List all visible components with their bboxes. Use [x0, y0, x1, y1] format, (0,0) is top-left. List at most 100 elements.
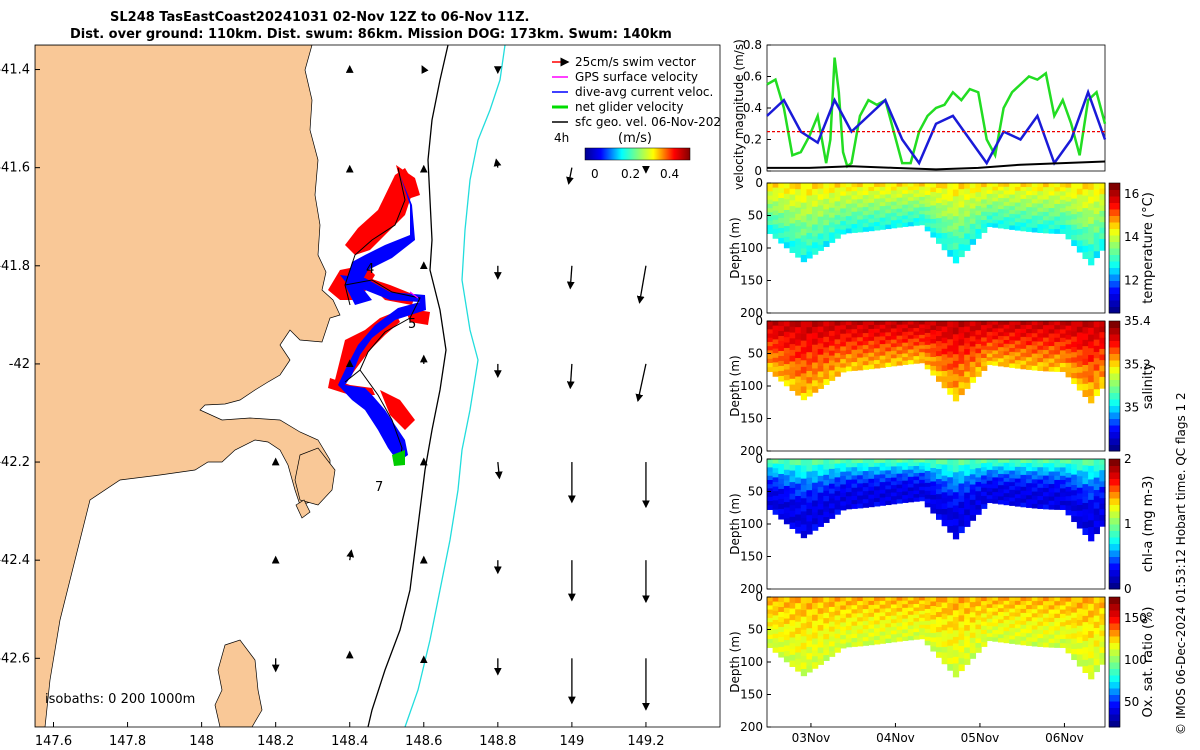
- section-cell: [1099, 321, 1106, 328]
- section-cell: [828, 360, 836, 367]
- section-cell: [896, 466, 903, 471]
- section-cell: [947, 243, 954, 251]
- section-cell: [902, 219, 909, 224]
- section-cell: [936, 223, 943, 229]
- section-cell: [1082, 653, 1089, 661]
- section-cell: [767, 229, 774, 234]
- section-cell: [1065, 610, 1072, 617]
- section-cell: [986, 459, 993, 464]
- section-cell: [992, 212, 999, 217]
- section-cell: [1093, 603, 1100, 611]
- section-cell: [800, 662, 808, 670]
- section-cell: [1020, 632, 1027, 638]
- section-cell: [907, 611, 915, 616]
- section-cell: [1048, 187, 1055, 192]
- section-cell: [806, 232, 813, 240]
- section-cell: [919, 486, 926, 491]
- section-cell: [789, 597, 796, 604]
- section-cell: [997, 332, 1005, 337]
- section-cell: [997, 224, 1005, 229]
- colorbar-unit: (m/s): [618, 131, 652, 146]
- section-ytick-label: 150: [740, 274, 763, 288]
- section-cell: [840, 467, 847, 473]
- section-cell: [913, 186, 920, 191]
- section-cell: [868, 640, 875, 646]
- section-cell: [783, 215, 791, 222]
- section-cell: [890, 332, 898, 337]
- section-cell: [767, 601, 774, 606]
- section-cell: [806, 389, 813, 397]
- section-cell: [800, 248, 808, 256]
- section-cell: [845, 329, 853, 335]
- colorbar-cell: [1109, 399, 1120, 406]
- section-cell: [1009, 501, 1016, 506]
- section-cell: [1076, 476, 1084, 483]
- section-cell: [981, 353, 988, 359]
- section-cell: [1059, 321, 1067, 326]
- section-cell: [800, 255, 808, 263]
- section-cell: [902, 201, 909, 206]
- section-cell: [1071, 219, 1078, 226]
- section-cell: [902, 462, 909, 467]
- section-cell: [964, 520, 971, 527]
- section-cell: [1026, 459, 1033, 464]
- section-cell: [1076, 660, 1084, 667]
- section-cell: [857, 495, 864, 501]
- section-cell: [958, 219, 965, 227]
- section-cell: [890, 485, 898, 490]
- section-cell: [840, 505, 847, 511]
- section-cell: [936, 346, 943, 352]
- section-cell: [1014, 332, 1022, 338]
- section-cell: [964, 365, 971, 373]
- section-cell: [997, 500, 1005, 505]
- section-cell: [1059, 350, 1067, 356]
- section-cell: [952, 623, 960, 631]
- section-cell: [913, 359, 920, 364]
- section-cell: [1048, 630, 1055, 636]
- section-cell: [964, 515, 971, 522]
- section-cell: [907, 338, 915, 343]
- section-cell: [783, 193, 791, 200]
- section-cell: [975, 643, 982, 649]
- section-cell: [885, 321, 892, 326]
- section-cell: [845, 362, 853, 368]
- section-cell: [969, 321, 977, 327]
- section-cell: [772, 472, 779, 478]
- section-cell: [1048, 362, 1055, 368]
- section-cell: [986, 469, 993, 475]
- section-cell: [936, 647, 943, 653]
- section-cell: [964, 233, 971, 240]
- section-cell: [997, 623, 1005, 628]
- section-cell: [992, 321, 999, 326]
- section-cell: [1088, 321, 1095, 329]
- section-cell: [789, 194, 796, 201]
- section-cell: [1031, 471, 1038, 476]
- section-cell: [1014, 462, 1022, 468]
- section-cell: [975, 357, 982, 364]
- section-cell: [1088, 257, 1095, 266]
- section-cell: [1093, 640, 1100, 648]
- section-cell: [840, 346, 847, 352]
- section-cell: [936, 321, 943, 327]
- section-cell: [997, 190, 1005, 195]
- section-cell: [1065, 477, 1072, 483]
- section-cell: [862, 333, 869, 338]
- section-cell: [919, 210, 926, 215]
- section-cell: [896, 197, 903, 202]
- section-cell: [902, 484, 909, 489]
- legend-gps: GPS surface velocity: [575, 70, 698, 84]
- section-cell: [874, 210, 881, 215]
- section-cell: [840, 208, 847, 214]
- colorbar-frame: [1108, 320, 1121, 452]
- section-cell: [1076, 338, 1084, 345]
- section-cell: [913, 214, 920, 219]
- geo-vector: [346, 549, 355, 561]
- section-cell: [1048, 183, 1055, 188]
- section-cell: [1099, 376, 1106, 384]
- section-cell: [1054, 354, 1061, 360]
- section-cell: [930, 597, 937, 603]
- colorbar-cell: [1109, 347, 1120, 354]
- section-cell: [1003, 328, 1010, 333]
- section-cell: [1088, 189, 1095, 198]
